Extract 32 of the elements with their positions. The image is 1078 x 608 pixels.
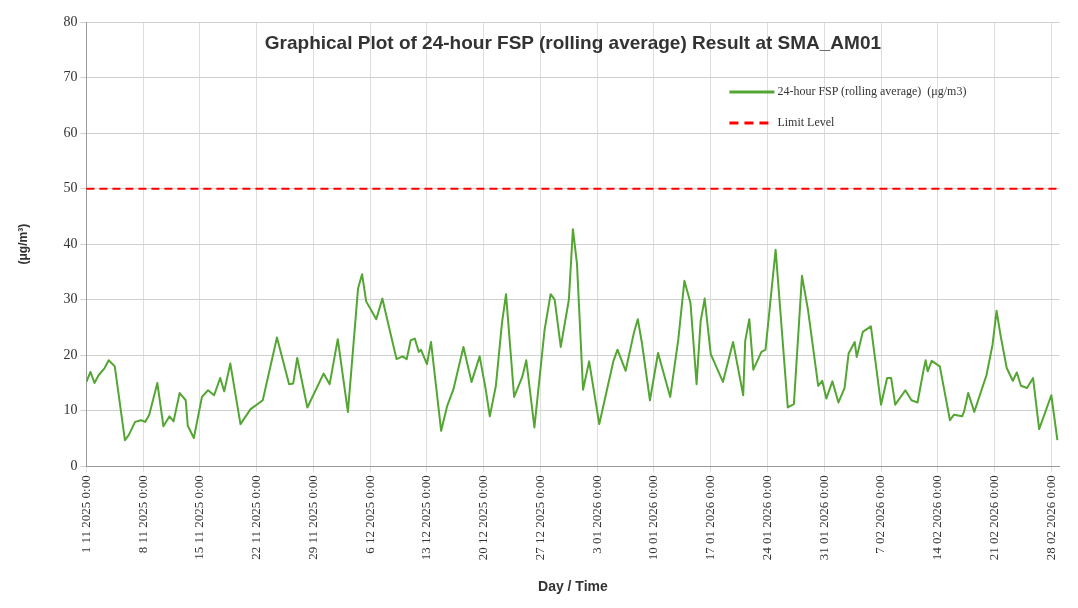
x-tick-label: 3 01 2026 0:00	[588, 475, 604, 554]
x-tick-label: 1 11 2025 0:00	[77, 475, 93, 554]
x-tick-label: 15 11 2025 0:00	[191, 475, 207, 560]
x-tick-label: 29 11 2025 0:00	[304, 475, 320, 560]
x-tick-label: 28 02 2026 0:00	[1042, 475, 1058, 561]
text: Graphical Plot of 24-hour FSP (rolling average) Result at SMA_AM01	[264, 32, 882, 54]
y-tick-label: 20	[63, 346, 78, 362]
x-tick-label: 17 01 2026 0:00	[702, 475, 718, 561]
x-tick-label: 27 12 2025 0:00	[531, 475, 547, 561]
x-tick-label: 20 12 2025 0:00	[475, 475, 491, 561]
x-tick-label: 22 11 2025 0:00	[248, 475, 264, 560]
y-tick-label: 70	[63, 69, 78, 85]
x-axis-title: Day / Time	[538, 578, 609, 595]
legend-label: Limit Level	[777, 115, 836, 130]
x-tick-label: 13 12 2025 0:00	[418, 475, 434, 561]
x-tick-label: 24 01 2026 0:00	[758, 475, 774, 561]
y-tick-label: 60	[63, 124, 78, 140]
y-tick-label: 80	[63, 13, 78, 29]
x-tick-label: 31 01 2026 0:00	[815, 475, 831, 561]
x-tick-label: 10 01 2026 0:00	[645, 475, 661, 561]
x-tick-label: 21 02 2026 0:00	[985, 475, 1001, 561]
y-tick-label: 0	[70, 458, 78, 474]
legend-label: 24-hour FSP (rolling average) (μg/m3)	[777, 84, 967, 99]
x-tick-label: 14 02 2026 0:00	[929, 475, 945, 561]
x-tick-label: 6 12 2025 0:00	[361, 475, 377, 554]
y-tick-label: 50	[63, 180, 78, 196]
x-tick-label: 8 11 2025 0:00	[134, 475, 150, 554]
x-tick-label: 7 02 2026 0:00	[872, 475, 888, 554]
y-tick-label: 40	[63, 235, 78, 251]
y-tick-label: 10	[63, 402, 78, 418]
y-tick-label: 30	[63, 291, 78, 307]
y-axis-title: (μg/m³)	[15, 223, 30, 265]
